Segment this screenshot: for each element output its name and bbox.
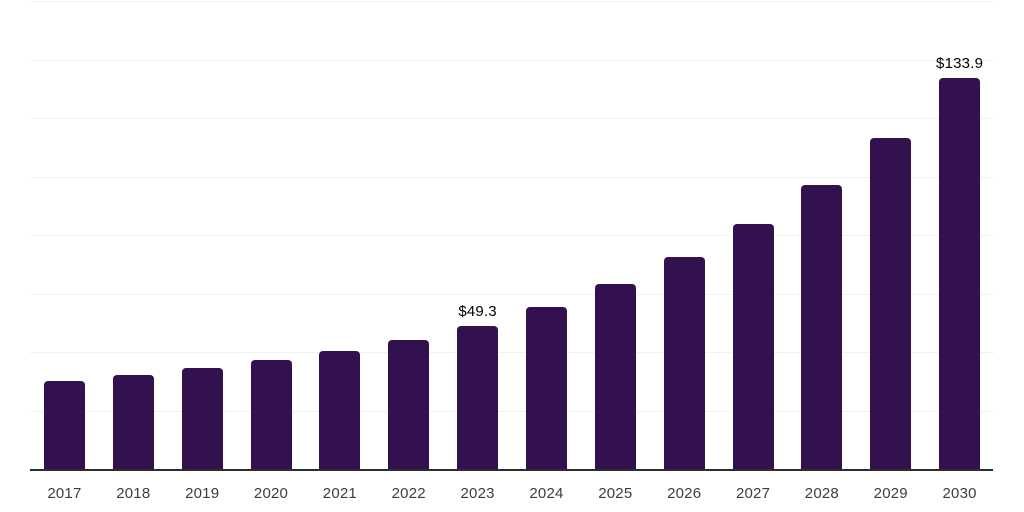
bar-2029 bbox=[870, 137, 912, 470]
bar-value-label-2030: $133.9 bbox=[936, 55, 984, 73]
bar-2018 bbox=[112, 375, 154, 470]
gridline-100 bbox=[30, 176, 994, 178]
x-tick-label-2024: 2024 bbox=[529, 485, 564, 502]
x-tick-label-2026: 2026 bbox=[667, 485, 702, 502]
bar-2022 bbox=[388, 340, 430, 470]
bar-column-2023: $49.3 bbox=[443, 2, 512, 470]
bar-2020 bbox=[250, 360, 292, 470]
bar-2025 bbox=[594, 283, 636, 470]
bar-column-2029 bbox=[856, 2, 925, 470]
x-tick-label-2028: 2028 bbox=[804, 485, 839, 502]
x-tick-label-2029: 2029 bbox=[873, 485, 908, 502]
bar-column-2026 bbox=[650, 2, 719, 470]
x-tick-label-2020: 2020 bbox=[253, 485, 289, 502]
x-tick-label-2023: 2023 bbox=[460, 485, 495, 502]
x-tick-label-2030: 2030 bbox=[942, 485, 977, 502]
bar-2019 bbox=[181, 368, 223, 470]
gridline-60 bbox=[30, 293, 994, 295]
bar-2027 bbox=[732, 223, 774, 470]
gridline-160 bbox=[30, 1, 994, 2]
x-tick-label-2021: 2021 bbox=[322, 485, 357, 502]
bar-column-2030: $133.9 bbox=[925, 2, 994, 470]
bar-column-2018 bbox=[99, 2, 168, 470]
bar-column-2022 bbox=[374, 2, 443, 470]
bar-column-2017 bbox=[30, 2, 99, 470]
bar-2021 bbox=[319, 351, 361, 470]
x-tick-label-2018: 2018 bbox=[116, 485, 151, 502]
bars-row: $49.3 $133.9 bbox=[30, 2, 994, 470]
x-tick-label-2022: 2022 bbox=[391, 485, 426, 502]
bar-2024 bbox=[525, 307, 567, 470]
plot-area: $49.3 $133.9 bbox=[30, 1, 994, 470]
bar-2030 bbox=[939, 78, 981, 470]
bar-2028 bbox=[801, 185, 843, 470]
x-axis-line bbox=[30, 469, 993, 471]
bar-column-2021 bbox=[305, 2, 374, 470]
bar-column-2024 bbox=[512, 2, 581, 470]
x-axis-labels: 2017 2018 2019 2020 2021 2022 2023 2024 2025 2026… bbox=[30, 485, 994, 502]
x-tick-label-2027: 2027 bbox=[735, 485, 771, 502]
gridline-80 bbox=[30, 235, 994, 236]
bar-column-2027 bbox=[719, 2, 788, 470]
gridline-120 bbox=[30, 118, 994, 119]
bar-2017 bbox=[43, 381, 85, 470]
x-tick-label-2017: 2017 bbox=[47, 485, 82, 502]
bar-column-2019 bbox=[168, 2, 237, 470]
x-tick-label-2025: 2025 bbox=[598, 485, 633, 502]
bar-value-label-2023: $49.3 bbox=[458, 302, 497, 320]
x-tick-label-2019: 2019 bbox=[185, 485, 220, 502]
bar-2026 bbox=[663, 256, 705, 470]
bar-column-2028 bbox=[787, 2, 856, 470]
gridline-140 bbox=[30, 59, 994, 61]
gridline-40 bbox=[30, 352, 994, 353]
bar-column-2020 bbox=[237, 2, 306, 470]
bar-2023 bbox=[457, 325, 499, 470]
bar-column-2025 bbox=[581, 2, 650, 470]
gridline-20 bbox=[30, 410, 994, 412]
